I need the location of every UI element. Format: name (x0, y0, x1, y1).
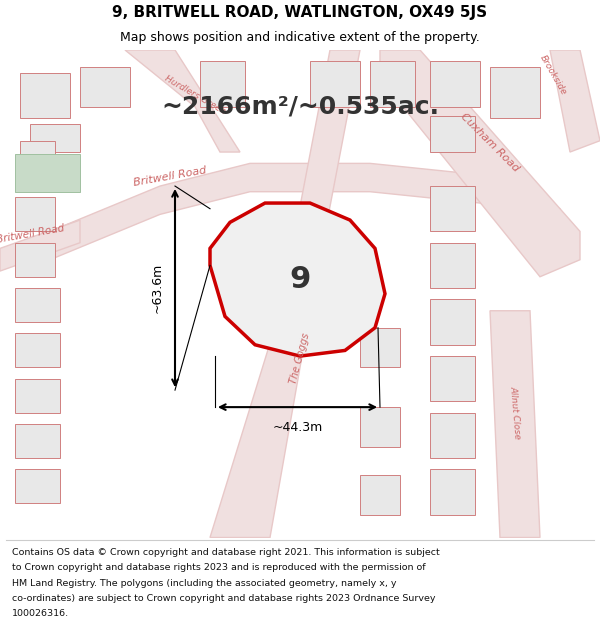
Polygon shape (0, 220, 80, 271)
Polygon shape (310, 61, 360, 107)
Polygon shape (310, 299, 350, 333)
Polygon shape (550, 50, 600, 152)
Text: Allnut Close: Allnut Close (508, 386, 522, 440)
Text: ~63.6m: ~63.6m (151, 263, 163, 313)
Polygon shape (15, 288, 60, 322)
Polygon shape (15, 242, 55, 277)
Polygon shape (360, 475, 400, 515)
Polygon shape (200, 61, 245, 107)
Text: Britwell Road: Britwell Road (0, 222, 65, 244)
Text: Map shows position and indicative extent of the property.: Map shows position and indicative extent… (120, 31, 480, 44)
Text: Britwell Road: Britwell Road (133, 166, 208, 188)
Polygon shape (430, 469, 475, 515)
Text: Hurdlers Green: Hurdlers Green (163, 74, 227, 116)
Polygon shape (20, 72, 70, 118)
Text: 100026316.: 100026316. (12, 609, 69, 618)
Polygon shape (20, 141, 55, 175)
Polygon shape (80, 67, 130, 107)
Polygon shape (360, 328, 400, 367)
Text: HM Land Registry. The polygons (including the associated geometry, namely x, y: HM Land Registry. The polygons (includin… (12, 579, 397, 587)
Polygon shape (360, 407, 400, 447)
Text: Brookside: Brookside (538, 53, 568, 96)
Polygon shape (430, 116, 475, 152)
Text: Cuxham Road: Cuxham Road (459, 112, 521, 174)
Polygon shape (125, 50, 240, 152)
Text: The Goggs: The Goggs (289, 332, 311, 385)
Text: ~2166m²/~0.535ac.: ~2166m²/~0.535ac. (161, 94, 439, 119)
Polygon shape (210, 50, 360, 538)
Polygon shape (490, 311, 540, 538)
Polygon shape (15, 154, 80, 192)
Polygon shape (15, 333, 60, 367)
Polygon shape (430, 356, 475, 401)
Polygon shape (30, 124, 80, 152)
Polygon shape (430, 412, 475, 458)
Polygon shape (430, 299, 475, 345)
Polygon shape (15, 198, 55, 231)
Text: co-ordinates) are subject to Crown copyright and database rights 2023 Ordnance S: co-ordinates) are subject to Crown copyr… (12, 594, 436, 603)
Polygon shape (430, 61, 480, 107)
Text: Contains OS data © Crown copyright and database right 2021. This information is : Contains OS data © Crown copyright and d… (12, 548, 440, 557)
Polygon shape (430, 242, 475, 288)
Text: 9: 9 (289, 264, 311, 294)
Polygon shape (370, 61, 415, 107)
Text: 9, BRITWELL ROAD, WATLINGTON, OX49 5JS: 9, BRITWELL ROAD, WATLINGTON, OX49 5JS (112, 5, 488, 20)
Polygon shape (490, 67, 540, 118)
Polygon shape (50, 163, 560, 260)
Polygon shape (430, 186, 475, 231)
Polygon shape (15, 379, 60, 412)
Polygon shape (15, 424, 60, 458)
Text: ~44.3m: ~44.3m (272, 421, 323, 434)
Text: to Crown copyright and database rights 2023 and is reproduced with the permissio: to Crown copyright and database rights 2… (12, 563, 425, 572)
Polygon shape (380, 50, 580, 277)
Polygon shape (210, 203, 385, 356)
Polygon shape (15, 469, 60, 504)
